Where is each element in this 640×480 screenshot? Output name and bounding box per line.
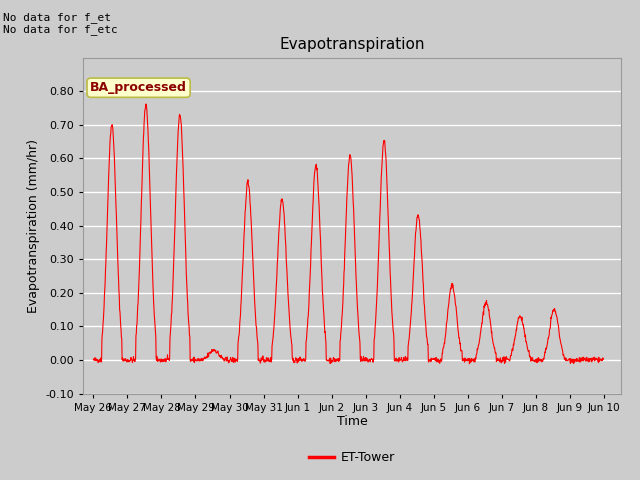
Legend: ET-Tower: ET-Tower <box>304 446 400 469</box>
Title: Evapotranspiration: Evapotranspiration <box>279 37 425 52</box>
Y-axis label: Evapotranspiration (mm/hr): Evapotranspiration (mm/hr) <box>27 139 40 312</box>
Text: No data for f_et: No data for f_et <box>3 12 111 23</box>
Text: BA_processed: BA_processed <box>90 81 187 94</box>
X-axis label: Time: Time <box>337 415 367 429</box>
Text: No data for f_etc: No data for f_etc <box>3 24 118 35</box>
